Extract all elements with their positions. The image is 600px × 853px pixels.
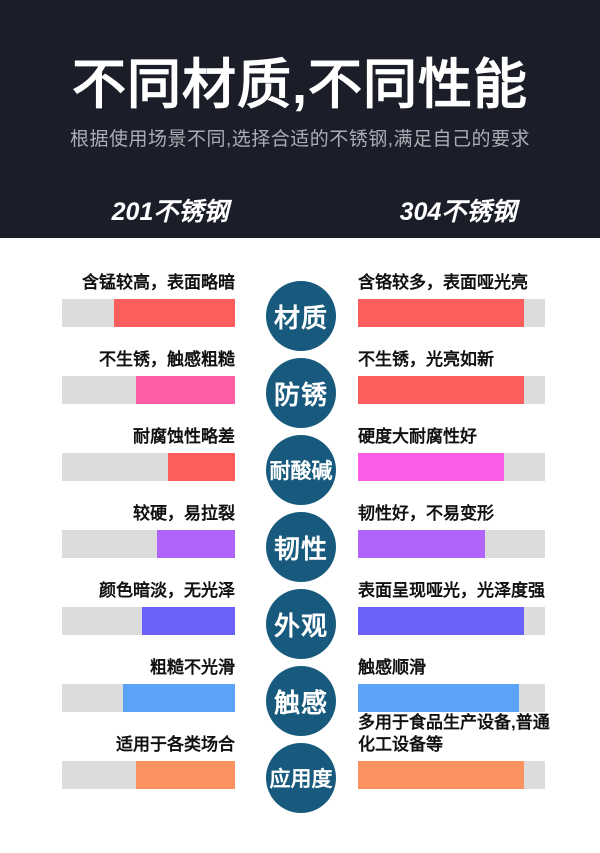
left-bar-fill [157, 530, 235, 558]
comparison-row: 颜色暗淡，无光泽 外观 表面呈现哑光，光泽度强 [0, 558, 600, 659]
right-bar-track [358, 761, 545, 789]
left-bar-track [62, 761, 235, 789]
left-property-label: 颜色暗淡，无光泽 [99, 580, 235, 600]
left-bar-track [62, 299, 235, 327]
comparison-row: 较硬，易拉裂 韧性 韧性好，不易变形 [0, 481, 600, 582]
right-bar-track [358, 453, 545, 481]
left-bar-track [62, 607, 235, 635]
right-property-label: 表面呈现哑光，光泽度强 [358, 580, 545, 600]
right-bar-track [358, 530, 545, 558]
comparison-row: 适用于各类场合 应用度 多用于食品生产设备,普通化工设备等 [0, 712, 600, 813]
right-bar-fill [358, 684, 519, 712]
comparison-row: 不生锈，触感粗糙 防锈 不生锈，光亮如新 [0, 327, 600, 428]
left-bar-track [62, 376, 235, 404]
comparison-row: 粗糙不光滑 触感 触感顺滑 [0, 635, 600, 736]
right-property-label: 韧性好，不易变形 [358, 503, 494, 523]
left-bar-fill [113, 299, 235, 327]
right-bar-fill [358, 299, 525, 327]
right-property-label: 触感顺滑 [358, 657, 426, 677]
left-bar-fill [136, 761, 235, 789]
right-bar-fill [358, 607, 525, 635]
right-bar-track [358, 299, 545, 327]
comparison-rows: 含锰较高，表面略暗 材质 含铬较多，表面哑光亮 不生锈，触感粗糙 防锈 不生锈，… [0, 250, 600, 813]
left-property-label: 适用于各类场合 [116, 734, 235, 754]
right-bar-fill [358, 530, 486, 558]
left-bar-fill [167, 453, 235, 481]
left-bar-track [62, 453, 235, 481]
attribute-badge: 外观 [266, 589, 336, 659]
right-bar-fill [358, 453, 504, 481]
attribute-badge: 防锈 [266, 358, 336, 428]
right-property-label: 多用于食品生产设备,普通化工设备等 [358, 712, 550, 754]
page-title: 不同材质,不同性能 [71, 55, 528, 115]
comparison-row: 含锰较高，表面略暗 材质 含铬较多，表面哑光亮 [0, 250, 600, 351]
right-property-label: 含铬较多，表面哑光亮 [358, 272, 528, 292]
attribute-badge: 耐酸碱 [266, 435, 336, 505]
right-bar-track [358, 684, 545, 712]
comparison-row: 耐腐蚀性略差 耐酸碱 硬度大耐腐性好 [0, 404, 600, 505]
left-property-label: 粗糙不光滑 [150, 657, 235, 677]
left-bar-fill [122, 684, 235, 712]
right-property-label: 不生锈，光亮如新 [358, 349, 494, 369]
attribute-badge: 应用度 [266, 743, 336, 813]
left-property-label: 耐腐蚀性略差 [133, 426, 235, 446]
left-bar-fill [136, 376, 235, 404]
left-property-label: 较硬，易拉裂 [133, 503, 235, 523]
left-property-label: 不生锈，触感粗糙 [99, 349, 235, 369]
right-bar-fill [358, 761, 525, 789]
page-subtitle: 根据使用场景不同,选择合适的不锈钢,满足自己的要求 [69, 129, 531, 150]
column-header-304: 304不锈钢 [399, 198, 517, 226]
right-bar-track [358, 376, 545, 404]
attribute-badge: 材质 [266, 281, 336, 351]
left-bar-track [62, 684, 235, 712]
right-bar-fill [358, 376, 525, 404]
attribute-badge: 触感 [266, 666, 336, 736]
left-bar-fill [141, 607, 235, 635]
right-property-label: 硬度大耐腐性好 [358, 426, 477, 446]
right-bar-track [358, 607, 545, 635]
column-header-201: 201不锈钢 [111, 198, 229, 226]
header: 不同材质,不同性能 根据使用场景不同,选择合适的不锈钢,满足自己的要求 201不… [0, 0, 600, 238]
left-property-label: 含锰较高，表面略暗 [82, 272, 235, 292]
attribute-badge: 韧性 [266, 512, 336, 582]
left-bar-track [62, 530, 235, 558]
